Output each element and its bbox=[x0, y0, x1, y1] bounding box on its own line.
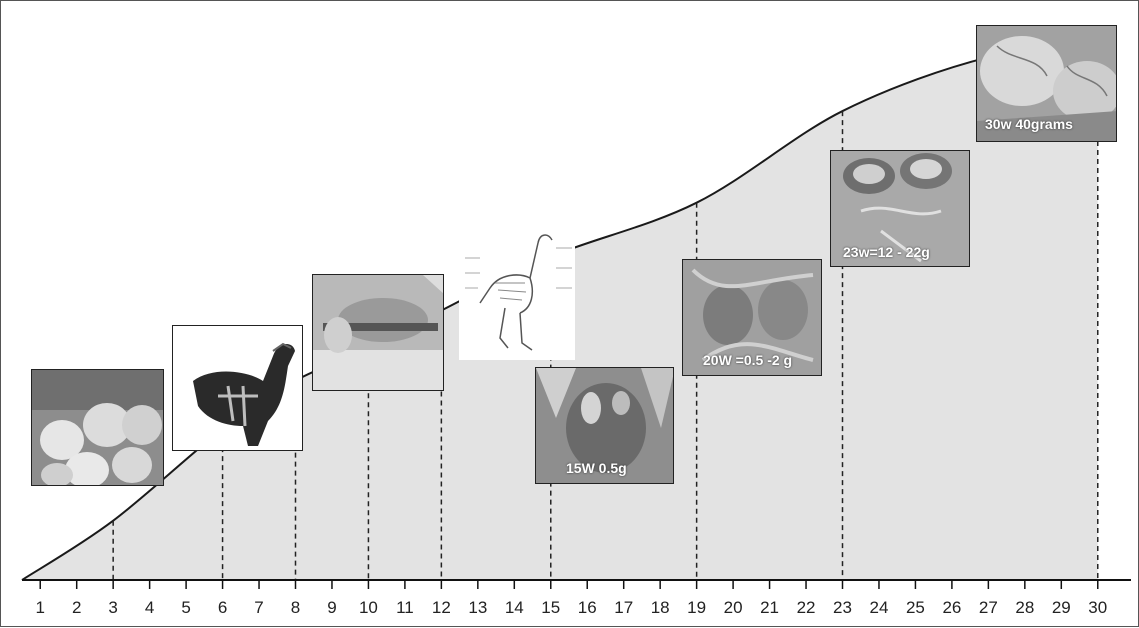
x-tick-label-13: 13 bbox=[468, 598, 487, 617]
caption-23w: 23w=12 - 22g bbox=[843, 244, 930, 260]
x-tick-label-20: 20 bbox=[724, 598, 743, 617]
x-tick-label-24: 24 bbox=[870, 598, 889, 617]
bird-handling-photo bbox=[312, 274, 444, 391]
x-tick-label-25: 25 bbox=[906, 598, 925, 617]
skeleton-diagram bbox=[459, 217, 575, 360]
x-tick-label-10: 10 bbox=[359, 598, 378, 617]
testes-20w-image bbox=[683, 260, 821, 375]
x-tick-label-18: 18 bbox=[651, 598, 670, 617]
testes-photo-23w: 23w=12 - 22g bbox=[830, 150, 970, 267]
x-tick-label-26: 26 bbox=[942, 598, 961, 617]
x-tick-label-7: 7 bbox=[254, 598, 263, 617]
chicks-photo bbox=[31, 369, 164, 486]
testes-photo-15w: 15W 0.5g bbox=[535, 367, 674, 484]
x-tick-label-30: 30 bbox=[1088, 598, 1107, 617]
x-tick-label-23: 23 bbox=[833, 598, 852, 617]
rooster-skeleton-drawing bbox=[172, 325, 303, 451]
x-tick-label-1: 1 bbox=[35, 598, 44, 617]
caption-20w: 20W =0.5 -2 g bbox=[703, 352, 793, 368]
x-tick-label-19: 19 bbox=[687, 598, 706, 617]
x-tick-label-22: 22 bbox=[797, 598, 816, 617]
testes-23w-image bbox=[831, 151, 969, 266]
caption-15w: 15W 0.5g bbox=[566, 460, 627, 476]
x-tick-label-9: 9 bbox=[327, 598, 336, 617]
x-tick-label-6: 6 bbox=[218, 598, 227, 617]
x-tick-label-29: 29 bbox=[1052, 598, 1071, 617]
rooster-image bbox=[173, 326, 302, 450]
x-tick-label-28: 28 bbox=[1015, 598, 1034, 617]
x-tick-label-12: 12 bbox=[432, 598, 451, 617]
testes-photo-20w: 20W =0.5 -2 g bbox=[682, 259, 822, 376]
chicks-image bbox=[32, 370, 163, 485]
x-tick-label-15: 15 bbox=[541, 598, 560, 617]
skeleton-image bbox=[460, 218, 574, 359]
x-tick-label-3: 3 bbox=[108, 598, 117, 617]
testes-15w-image bbox=[536, 368, 673, 483]
testes-photo-30w: 30w 40grams bbox=[976, 25, 1117, 142]
x-tick-label-17: 17 bbox=[614, 598, 633, 617]
x-tick-label-2: 2 bbox=[72, 598, 81, 617]
x-tick-label-5: 5 bbox=[181, 598, 190, 617]
x-tick-label-8: 8 bbox=[291, 598, 300, 617]
x-tick-label-4: 4 bbox=[145, 598, 154, 617]
x-tick-label-21: 21 bbox=[760, 598, 779, 617]
x-tick-label-16: 16 bbox=[578, 598, 597, 617]
x-tick-label-14: 14 bbox=[505, 598, 524, 617]
testes-30w-image bbox=[977, 26, 1116, 141]
x-tick-label-27: 27 bbox=[979, 598, 998, 617]
handling-image bbox=[313, 275, 443, 390]
caption-30w: 30w 40grams bbox=[985, 116, 1073, 132]
x-tick-label-11: 11 bbox=[396, 598, 414, 617]
